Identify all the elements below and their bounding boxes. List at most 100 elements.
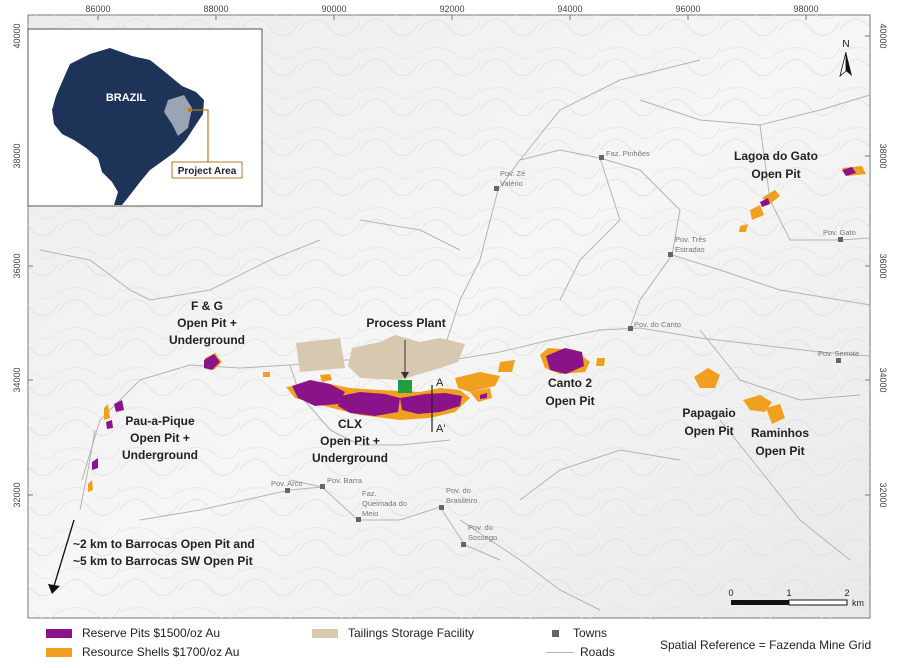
clx-label: Underground [312,451,388,465]
town-labels: Faz. Pinhões Pov. Zé Valério Pov. Três E… [271,149,859,542]
svg-text:0: 0 [728,588,733,598]
x-tick-label: 90000 [321,4,346,14]
reserve-swatch [46,628,72,638]
canto2-label: Open Pit [545,394,594,408]
x-tick-label: 94000 [557,4,582,14]
tailings-swatch [312,628,338,638]
legend-resource: Resource Shells $1700/oz Au [46,645,239,659]
svg-text:km: km [852,598,864,608]
legend-towns-label: Towns [573,626,608,640]
barrocas-note: ~2 km to Barrocas Open Pit and ~5 km to … [73,537,255,568]
legend-roads: Roads [546,645,615,659]
legend-roads-label: Roads [580,645,615,659]
y-tick-label: 38000 [12,143,22,168]
town-label: Pov. do [468,523,493,532]
papagaio-label: Papagaio [682,406,735,420]
town-label: Faz. Pinhões [606,149,650,158]
raminhos-label: Raminhos [751,426,809,440]
process-plant-marker [398,380,412,393]
legend-towns: Towns [552,626,607,640]
barrocas-arrow [53,519,75,587]
legend-reserve: Reserve Pits $1500/oz Au [46,626,220,640]
pau-label: Pau-a-Pique [125,414,195,428]
fg-label: Open Pit + [177,316,237,330]
town-marker [356,517,361,522]
x-tick-label: 88000 [203,4,228,14]
x-tick-label: 98000 [793,4,818,14]
clx-label: Open Pit + [320,434,380,448]
svg-text:1: 1 [786,588,791,598]
town-label: Valério [500,179,523,188]
tailings-storage-facility [296,335,465,380]
north-arrow-icon: N [839,39,852,78]
project-area-region [164,95,192,136]
canto2-label: Canto 2 [548,376,592,390]
grid-ticks [28,15,870,496]
barrocas-label: ~5 km to Barrocas SW Open Pit [73,554,253,568]
town-label: Pov. do [446,486,471,495]
pau-label: Underground [122,448,198,462]
town-label: Pov. Barra [327,476,363,485]
town-markers [285,155,843,547]
inset-map: Project Area BRAZIL [27,28,263,207]
reserve-pits [92,167,856,470]
legend-reserve-label: Reserve Pits $1500/oz Au [82,626,221,640]
road-symbol-icon [546,651,574,653]
scale-bar: 0 1 2 km [728,588,864,608]
town-label: Pov. Gato [823,228,856,237]
town-label: Queimada do [362,499,407,508]
project-area-label: Project Area [178,166,237,177]
legend-resource-label: Resource Shells $1700/oz Au [82,645,240,659]
y-tick-label: 32000 [878,482,888,507]
section-label-a: A [436,377,444,389]
town-label: Sossego [468,533,497,542]
y-tick-label: 38000 [878,143,888,168]
town-marker [461,542,466,547]
legend-tailings-label: Tailings Storage Facility [348,626,475,640]
svg-text:N: N [842,39,849,50]
barrocas-arrowhead [48,584,60,594]
town-label: Estradas [675,245,705,254]
town-label: Meio [362,509,378,518]
town-label: Pov. Zé [500,169,525,178]
spatial-reference: Spatial Reference = Fazenda Mine Grid [660,638,871,652]
town-marker [285,488,290,493]
town-label: Pov. do Canto [634,320,681,329]
process-plant-label: Process Plant [366,316,445,330]
y-tick-label: 34000 [878,367,888,392]
barrocas-label: ~2 km to Barrocas Open Pit and [73,537,255,551]
country-label: BRAZIL [106,92,147,104]
town-marker [439,505,444,510]
raminhos-label: Open Pit [755,444,804,458]
project-area-point [188,108,192,112]
legend-tailings: Tailings Storage Facility [312,626,474,640]
town-label: Brasileiro [446,496,477,505]
lagoa-label: Open Pit [751,167,800,181]
x-tick-label: 86000 [85,4,110,14]
process-plant-arrowhead [401,372,409,379]
y-coordinate-labels-right: 40000 38000 36000 34000 32000 [878,23,888,507]
y-tick-label: 32000 [12,482,22,507]
project-area-box [171,161,243,179]
town-marker [628,326,633,331]
town-symbol-icon [552,629,559,637]
papagaio-label: Open Pit [684,424,733,438]
town-marker [668,252,673,257]
town-marker [320,484,325,489]
y-tick-label: 36000 [12,253,22,278]
fg-label: F & G [191,299,223,313]
x-tick-label: 92000 [439,4,464,14]
barrocas-road [79,429,96,511]
pau-label: Open Pit + [130,431,190,445]
y-tick-label: 40000 [878,23,888,48]
town-marker [494,186,499,191]
legend: Reserve Pits $1500/oz Au Resource Shells… [0,620,900,668]
x-tick-label: 96000 [675,4,700,14]
clx-label: CLX [338,417,362,431]
town-label: Pov. Três [675,235,706,244]
x-coordinate-labels: 86000 88000 90000 92000 94000 96000 9800… [85,4,818,14]
spatial-reference-label: Spatial Reference = Fazenda Mine Grid [660,638,872,652]
town-marker [838,237,843,242]
town-label: Pov. Arco [271,479,303,488]
deposit-labels: F & G Open Pit + Underground Pau-a-Pique… [122,149,818,465]
